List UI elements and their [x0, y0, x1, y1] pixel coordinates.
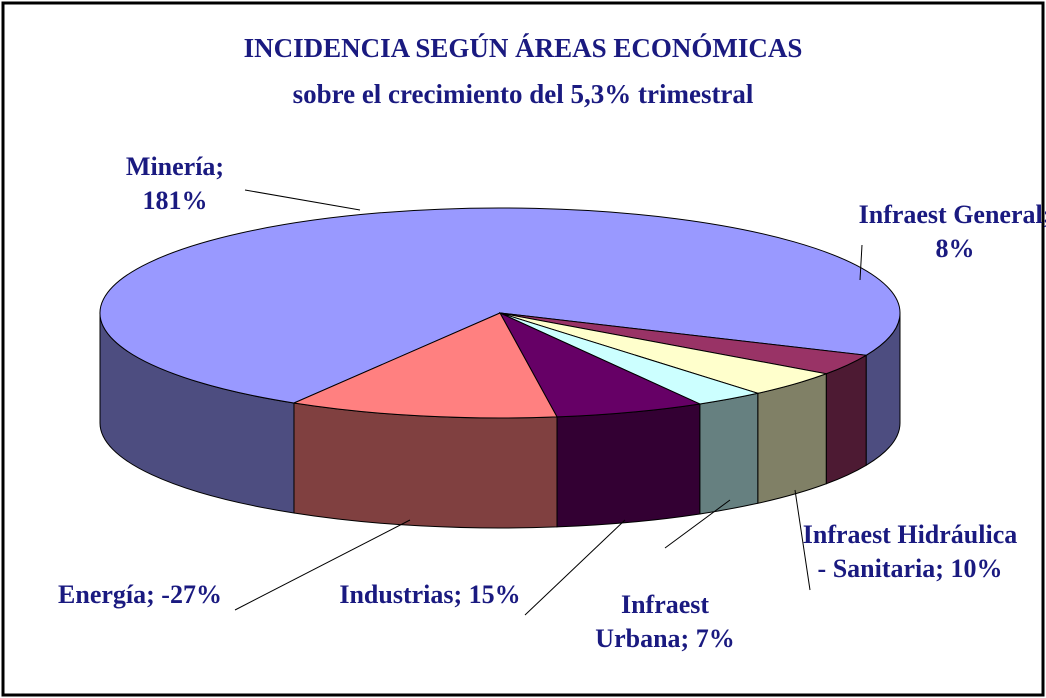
- leader-line: [664, 499, 731, 549]
- chart-subtitle: sobre el crecimiento del 5,3% trimestral: [293, 79, 754, 109]
- data-label: Infraest Hidráulica - Sanitaria; 10%: [800, 518, 1020, 586]
- label-text: 181%: [142, 186, 208, 215]
- pie-side: [699, 392, 759, 515]
- pie-slice: [498, 311, 702, 418]
- data-label: Industrias; 15%: [330, 578, 530, 612]
- pie-slice: [292, 312, 558, 419]
- label-text: Infraest Hidráulica - Sanitaria;: [802, 520, 1018, 583]
- leader-line: [859, 244, 863, 281]
- pie-side: [757, 373, 827, 504]
- label-text: 10%: [950, 554, 1003, 583]
- leader-line: [794, 489, 811, 591]
- label-text: -27%: [161, 580, 222, 609]
- leader-line: [234, 519, 411, 611]
- pie-side: [825, 354, 867, 485]
- label-text: Infraest General;: [858, 200, 1046, 229]
- pie-side: [293, 402, 558, 529]
- label-text: Minería;: [125, 152, 225, 181]
- leader-line: [244, 189, 361, 211]
- data-label: Infraest General; 8%: [855, 198, 1046, 266]
- leader-line: [524, 519, 626, 616]
- label-text: Infraest Urbana;: [595, 590, 710, 653]
- pie-slice: [99, 207, 901, 404]
- data-label: Infraest Urbana; 7%: [580, 588, 750, 656]
- label-text: 15%: [468, 580, 521, 609]
- data-label: Minería; 181%: [95, 150, 255, 218]
- label-text: Industrias;: [339, 580, 463, 609]
- label-text: Energía;: [58, 580, 155, 609]
- pie-side: [556, 403, 701, 528]
- chart-title: INCIDENCIA SEGÚN ÁREAS ECONÓMICAS: [244, 33, 803, 63]
- data-label: Energía; -27%: [55, 578, 225, 612]
- label-text: 7%: [695, 624, 735, 653]
- label-text: 8%: [935, 234, 975, 263]
